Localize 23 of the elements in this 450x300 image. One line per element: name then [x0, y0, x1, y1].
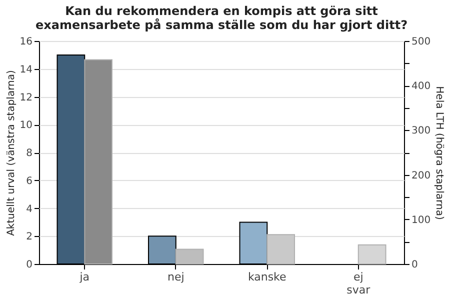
y-tick-label: 16 [20, 36, 32, 48]
y-tick-label: 8 [26, 148, 32, 159]
y2-tick-label: 500 [412, 36, 431, 48]
y-tick-label: 2 [26, 232, 32, 243]
y-tick-label: 12 [20, 92, 32, 104]
y2-tick-label: 400 [412, 81, 431, 92]
chart-title: Kan du rekommendera en kompis att göra sitt examensarbete på samma ställe som du har gjort ditt? [35, 4, 408, 32]
y-tick-label: 0 [26, 260, 32, 270]
y-tick-label: 10 [20, 120, 32, 132]
x-tick-label: ej svar [346, 270, 371, 296]
x-tick-label: kanske [248, 270, 287, 284]
y2-axis-title: Hela LTH (högra staplarna) [434, 86, 445, 220]
y-tick-label: 14 [20, 64, 32, 76]
y2-tick-label: 100 [412, 214, 431, 226]
y2-tick-label: 300 [412, 126, 431, 137]
y2-tick-label: 200 [412, 170, 431, 182]
y-tick-label: 6 [26, 176, 32, 187]
y2-tick-label: 0 [412, 260, 418, 270]
bar [358, 244, 386, 264]
x-tick-label: nej [167, 270, 184, 284]
x-tick-label: ja [78, 270, 90, 284]
y-axis-title: Aktuellt urval (vänstra staplarna) [6, 70, 17, 236]
y-tick-label: 4 [26, 204, 32, 215]
